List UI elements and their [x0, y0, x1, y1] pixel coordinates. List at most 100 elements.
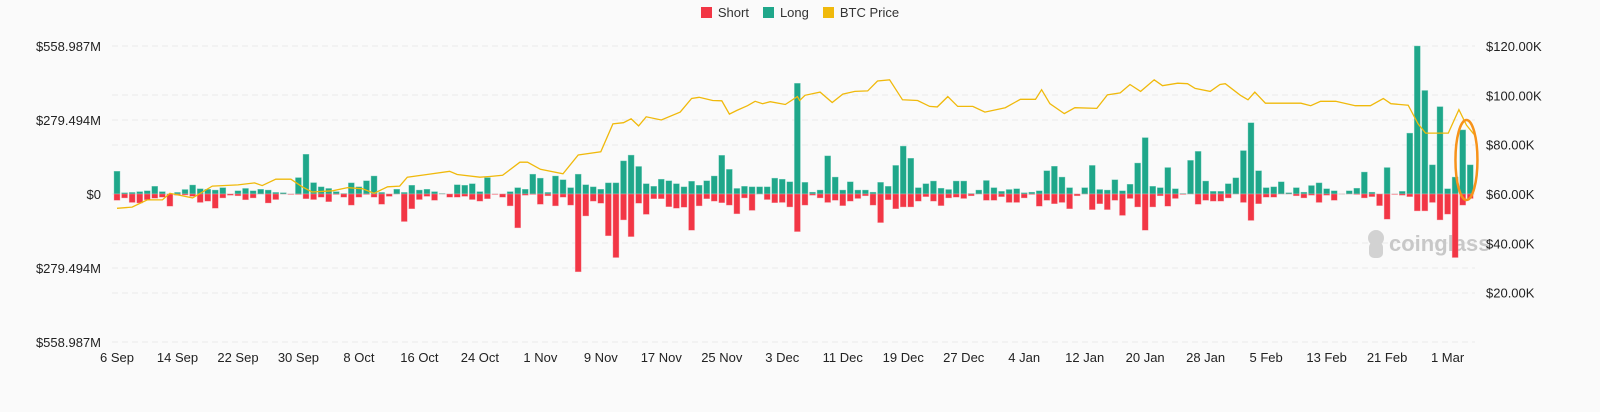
x-tick-label: 4 Jan [1008, 350, 1040, 365]
short-bar [325, 193, 332, 202]
long-bar [363, 180, 370, 195]
long-bar [688, 181, 695, 195]
long-bar [212, 189, 219, 195]
long-bar [1330, 190, 1338, 195]
short-bar [847, 193, 854, 202]
long-bar [476, 191, 484, 195]
short-bar [786, 193, 794, 208]
short-bar [355, 193, 363, 198]
short-bar [454, 193, 461, 198]
long-bar [665, 180, 673, 195]
long-bar [1293, 187, 1300, 195]
short-bar [695, 193, 703, 207]
left-tick-label: $0 [87, 187, 101, 202]
long-bar [741, 186, 748, 195]
short-bar [295, 193, 302, 195]
x-tick-label: 11 Dec [823, 350, 864, 365]
long-bar [695, 185, 703, 195]
short-bar [1353, 193, 1361, 195]
short-bar [733, 193, 741, 215]
short-bar [945, 193, 952, 199]
short-bar [265, 193, 272, 204]
short-bar [1376, 193, 1383, 206]
long-bar [1149, 186, 1156, 195]
short-bar [582, 193, 589, 217]
short-bar [605, 193, 612, 237]
short-bar [1406, 193, 1413, 197]
long-bar [1406, 132, 1413, 195]
short-bar [862, 193, 869, 197]
short-bar [741, 193, 748, 199]
short-bar [431, 193, 438, 201]
short-bar [952, 193, 960, 198]
short-bar [1247, 193, 1255, 221]
long-bar [1383, 167, 1391, 195]
long-bar [786, 181, 794, 195]
short-bar [1164, 193, 1172, 207]
short-bar [310, 193, 317, 200]
short-bar [1073, 193, 1081, 197]
short-bar [1157, 193, 1164, 197]
short-bar [1126, 193, 1134, 199]
long-swatch [762, 7, 774, 18]
long-bar [265, 189, 272, 195]
short-bar [597, 193, 605, 204]
long-bar [726, 169, 733, 195]
x-tick-label: 21 Feb [1367, 350, 1407, 365]
long-bar [1315, 182, 1323, 195]
short-bar [121, 193, 128, 199]
short-bar [1323, 193, 1330, 196]
short-bar [1414, 193, 1421, 212]
x-tick-label: 28 Jan [1186, 350, 1225, 365]
long-bar [469, 183, 476, 195]
short-bar [809, 193, 816, 196]
short-bar [1013, 193, 1020, 203]
long-bar [1172, 188, 1179, 195]
long-bar [1104, 189, 1111, 195]
long-bar [151, 186, 159, 195]
short-bar [401, 193, 408, 222]
long-bar [1141, 137, 1149, 195]
short-bar [635, 193, 642, 204]
long-bar [922, 183, 930, 195]
short-bar [1421, 193, 1429, 212]
long-bar [756, 186, 763, 195]
short-bar [446, 193, 453, 198]
short-bar [567, 193, 574, 206]
left-axis: $558.987M $279.494M $0 $279.494M $558.987M [36, 39, 101, 350]
short-bar [1300, 193, 1308, 199]
short-bar [287, 193, 295, 195]
x-tick-label: 5 Feb [1249, 350, 1282, 365]
right-tick-label: $80.00K [1486, 138, 1535, 153]
short-bar [514, 193, 521, 229]
legend-item-short[interactable]: Short [700, 5, 749, 20]
short-bar [665, 193, 673, 207]
x-tick-label: 8 Oct [343, 350, 374, 365]
long-bar [771, 177, 778, 195]
long-bar [937, 187, 945, 195]
long-bar [960, 180, 967, 195]
long-bar [1278, 181, 1285, 195]
short-bar [1066, 193, 1073, 210]
short-bar [658, 193, 665, 199]
long-bar [1225, 183, 1232, 195]
short-bar [612, 193, 620, 258]
legend-item-btc-price[interactable]: BTC Price [822, 5, 899, 20]
left-tick-label: $279.494M [36, 261, 101, 276]
legend-item-long[interactable]: Long [762, 5, 809, 20]
long-bar [1134, 162, 1141, 195]
short-bar [703, 193, 710, 199]
short-bar [1225, 193, 1232, 199]
short-bar [1119, 193, 1126, 216]
long-bar [574, 173, 582, 195]
bars-layer [113, 45, 1474, 273]
long-bar [454, 184, 461, 195]
short-bar [650, 193, 657, 199]
long-bar [1209, 191, 1217, 195]
short-bar [385, 193, 393, 197]
short-bar [1361, 193, 1368, 199]
long-bar [1111, 179, 1119, 195]
long-bar [1240, 150, 1247, 195]
long-bar [242, 188, 249, 195]
short-bar [1262, 193, 1270, 198]
